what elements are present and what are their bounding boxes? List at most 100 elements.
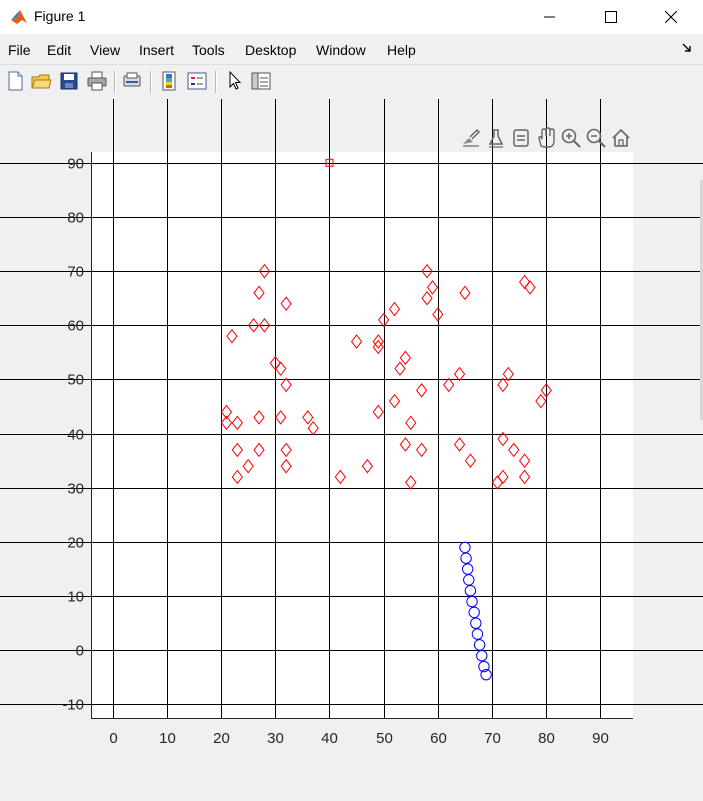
y-tick-label: -10 <box>62 697 84 714</box>
diamond-marker <box>394 361 406 376</box>
open-file-icon[interactable] <box>30 70 52 92</box>
figure-toolbar <box>0 64 703 100</box>
tick-labels: 0 10 20 30 40 50 60 70 80 90 -10 0 10 20 30 40 50 60 70 80 9… <box>62 156 609 748</box>
diamond-marker <box>275 410 287 425</box>
x-tick-label: 0 <box>109 730 117 747</box>
print-icon[interactable] <box>86 70 108 92</box>
menu-help[interactable]: Help <box>387 42 416 58</box>
y-tick-label: 10 <box>67 589 84 606</box>
diamond-marker <box>421 263 433 279</box>
diamond-marker <box>518 469 531 485</box>
circle-marker <box>459 541 471 554</box>
property-inspector-icon[interactable] <box>250 70 272 92</box>
diamond-marker <box>247 318 260 333</box>
title-bar: Figure 1 <box>0 0 703 34</box>
diamond-marker <box>524 280 536 295</box>
close-button[interactable] <box>648 0 694 34</box>
new-figure-icon[interactable] <box>4 70 26 92</box>
diamond-marker <box>334 469 346 485</box>
edit-plot-arrow-icon[interactable] <box>224 70 246 92</box>
x-tick-label: 70 <box>484 730 501 747</box>
y-tick-label: 30 <box>67 481 84 498</box>
diamond-marker <box>399 437 411 452</box>
diamond-marker <box>242 458 254 474</box>
axes-toolbar <box>463 127 630 148</box>
minimize-icon <box>544 16 555 18</box>
x-tick-label: 10 <box>159 730 176 747</box>
diamond-marker <box>220 404 233 420</box>
minimize-button[interactable] <box>527 0 573 34</box>
colorbar-icon[interactable] <box>158 70 180 92</box>
diamond-marker <box>415 442 428 458</box>
diamond-marker <box>231 415 243 431</box>
diamond-marker <box>508 442 520 458</box>
diamond-marker <box>388 393 401 409</box>
diamond-marker <box>253 410 265 425</box>
menu-bar: File Edit View Insert Tools Desktop Wind… <box>0 36 703 64</box>
diamond-marker <box>258 318 271 333</box>
maximize-button[interactable] <box>588 0 634 34</box>
menu-window[interactable]: Window <box>316 42 366 58</box>
x-tick-label: 30 <box>267 730 284 747</box>
zoom-out-icon[interactable] <box>586 128 606 148</box>
diamond-marker <box>231 469 243 485</box>
circle-marker <box>473 639 486 651</box>
data-markers <box>220 158 552 681</box>
diamond-marker <box>535 393 547 409</box>
pan-icon[interactable] <box>538 127 555 148</box>
y-tick-label: 80 <box>67 210 84 227</box>
diamond-marker <box>378 312 390 328</box>
diamond-marker <box>453 366 466 382</box>
y-tick-label: 70 <box>67 264 84 281</box>
diamond-marker <box>280 377 292 393</box>
legend-icon[interactable] <box>186 70 208 92</box>
maximize-icon <box>605 11 617 23</box>
menu-insert[interactable]: Insert <box>139 42 175 58</box>
close-icon <box>665 11 677 23</box>
toolbar-separator <box>114 71 116 93</box>
circle-marker <box>463 574 475 586</box>
home-restore-view-icon[interactable] <box>612 128 630 147</box>
menu-view[interactable]: View <box>90 42 121 58</box>
diamond-marker <box>280 442 292 458</box>
diamond-marker <box>253 442 265 458</box>
diamond-marker <box>275 361 287 376</box>
menu-edit[interactable]: Edit <box>47 42 72 58</box>
diamond-marker <box>497 377 509 393</box>
circle-marker <box>464 585 477 597</box>
diamond-marker <box>302 410 314 425</box>
menu-tools[interactable]: Tools <box>192 42 225 58</box>
diamond-marker <box>518 453 531 469</box>
menu-desktop[interactable]: Desktop <box>245 42 297 58</box>
circle-marker <box>476 650 488 662</box>
window-title: Figure 1 <box>34 8 86 24</box>
brush-icon[interactable] <box>463 128 481 147</box>
data-tips-icon[interactable] <box>488 129 504 148</box>
circle-marker <box>480 668 492 681</box>
link-plot-icon[interactable] <box>121 70 143 92</box>
y-tick-label: 20 <box>67 535 84 552</box>
axis-lines <box>91 152 633 719</box>
diamond-marker <box>372 334 384 349</box>
menu-file[interactable]: File <box>8 42 31 58</box>
diamond-marker <box>220 415 233 431</box>
diamond-marker <box>253 285 265 301</box>
diamond-marker <box>372 339 384 355</box>
diamond-marker <box>415 382 428 398</box>
diamond-marker <box>432 307 444 322</box>
diamond-marker <box>540 382 552 398</box>
save-icon[interactable] <box>58 70 80 92</box>
diamond-marker <box>372 404 384 420</box>
x-tick-label: 50 <box>376 730 393 747</box>
circle-marker <box>468 606 480 619</box>
rotate-icon[interactable] <box>513 129 529 147</box>
diamond-marker <box>307 420 319 436</box>
diamond-marker <box>226 328 238 344</box>
y-tick-label: 90 <box>67 156 84 173</box>
figure-canvas[interactable]: 0 10 20 30 40 50 60 70 80 90 -10 0 10 20 30 40 50 60 70 80 9… <box>0 99 703 796</box>
zoom-in-icon[interactable] <box>561 128 581 148</box>
dock-arrow-icon[interactable] <box>681 42 693 54</box>
diamond-marker <box>464 453 477 469</box>
grid-lines <box>0 99 703 718</box>
scatter-plot[interactable]: 0 10 20 30 40 50 60 70 80 90 -10 0 10 20 30 40 50 60 70 80 9… <box>0 99 703 796</box>
